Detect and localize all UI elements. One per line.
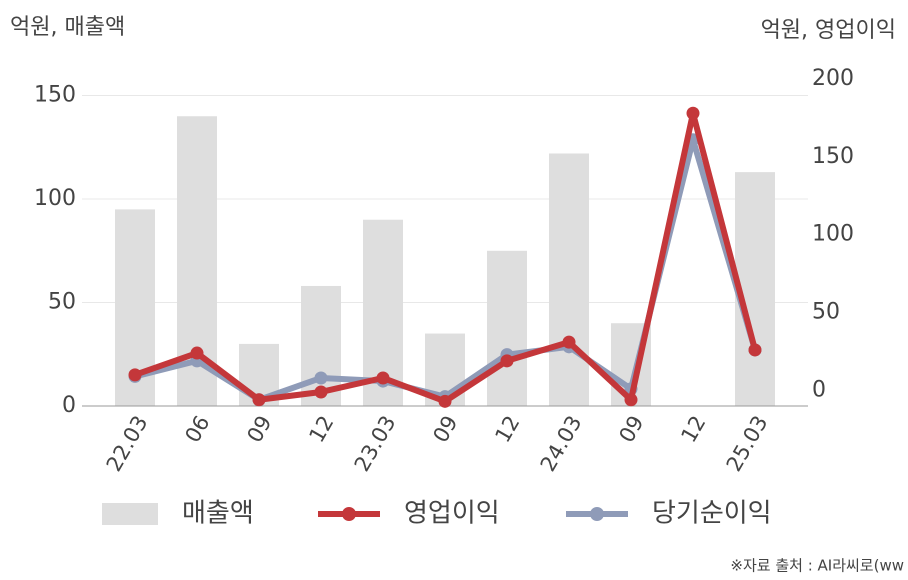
source: ※자료 출처 : AI라씨로(ww — [730, 557, 904, 575]
y2-tick-label: 150 — [812, 144, 854, 169]
point — [190, 346, 204, 360]
x-tick-label: 09 — [428, 412, 462, 447]
point — [376, 371, 390, 385]
bar — [549, 153, 589, 406]
y2-tick-label: 100 — [812, 222, 854, 247]
legend-swatch — [590, 507, 604, 521]
x-tick-label: 25.03 — [722, 412, 773, 476]
legend-label: 영업이익 — [404, 499, 500, 529]
point — [624, 393, 638, 407]
bar — [487, 250, 527, 406]
y-tick-label: 0 — [62, 393, 76, 418]
x-tick-label: 06 — [180, 412, 214, 447]
point — [128, 368, 142, 382]
y2-tick-label: 50 — [812, 300, 840, 325]
x-tick-label: 22.03 — [102, 412, 153, 476]
y2-tick-label: 0 — [812, 377, 826, 402]
y-unit-label: 억원, 매출액 — [10, 15, 125, 40]
point — [438, 394, 452, 408]
x-tick-label: 09 — [242, 412, 276, 447]
x-tick-label: 09 — [614, 412, 648, 447]
legend-label: 당기순이익 — [652, 499, 772, 529]
y2-tick-label: 200 — [812, 66, 854, 91]
point — [314, 371, 328, 385]
y2-unit-label: 억원, 영업이익 — [761, 18, 896, 43]
x-tick-label: 12 — [304, 412, 338, 447]
y-tick-label: 100 — [34, 186, 76, 211]
y-tick-label: 50 — [48, 290, 76, 315]
point — [314, 385, 328, 399]
x-tick-label: 23.03 — [350, 412, 401, 476]
legend-swatch — [102, 503, 158, 525]
point — [748, 343, 762, 357]
point — [686, 106, 700, 120]
y-tick-label: 150 — [34, 83, 76, 108]
x-tick-label: 12 — [490, 412, 524, 447]
point — [252, 393, 266, 407]
legend-label: 매출액 — [182, 499, 254, 529]
point — [562, 335, 576, 349]
x-tick-label: 12 — [676, 412, 710, 447]
point — [500, 354, 514, 368]
legend-swatch — [342, 507, 356, 521]
x-tick-label: 24.03 — [536, 412, 587, 476]
